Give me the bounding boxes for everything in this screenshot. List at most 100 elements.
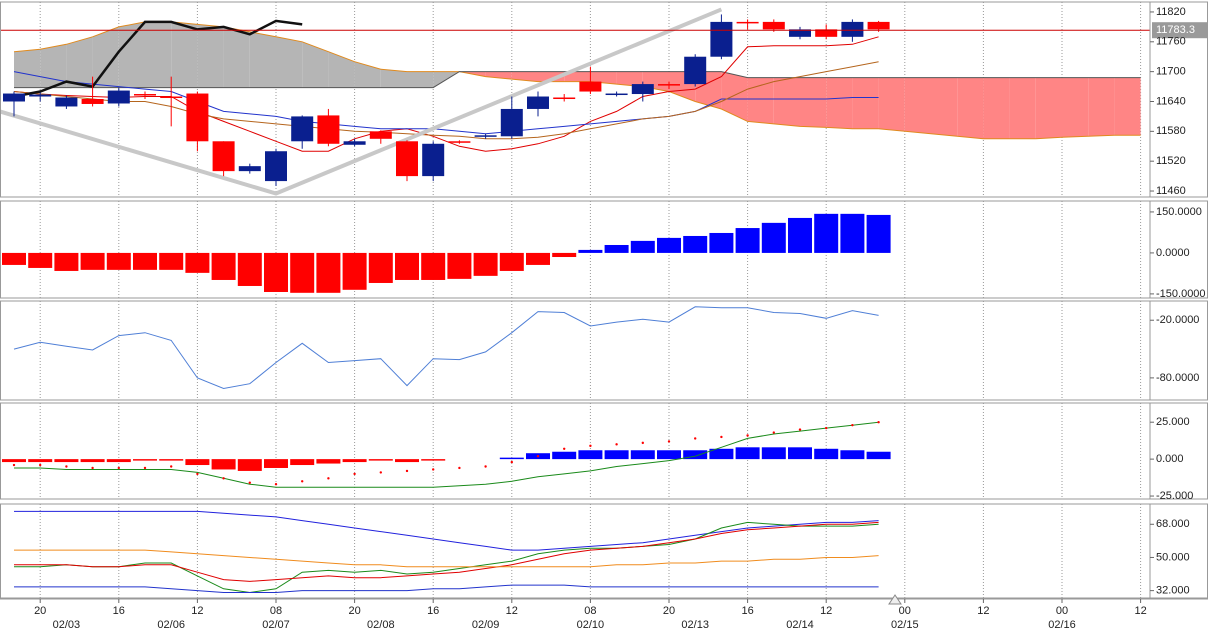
candle-body	[81, 99, 104, 104]
y-tick-label: 11580	[1156, 125, 1186, 137]
bar	[604, 450, 629, 460]
line	[14, 521, 879, 582]
dot	[720, 435, 723, 439]
candle-body	[238, 166, 261, 172]
bar	[761, 447, 786, 460]
y-tick-label: 11700	[1156, 66, 1186, 78]
dot	[274, 483, 278, 486]
bar	[54, 252, 79, 271]
dot	[458, 466, 461, 470]
bar	[578, 249, 603, 253]
bar	[630, 240, 655, 253]
candle-body	[631, 84, 654, 95]
bar	[499, 457, 524, 460]
bar	[133, 252, 157, 270]
bar	[316, 459, 341, 464]
bar	[54, 459, 79, 463]
cloud	[380, 69, 407, 88]
bar	[421, 252, 446, 280]
dot	[641, 441, 644, 445]
bar	[28, 459, 53, 463]
y-tick-label: 11520	[1156, 155, 1186, 167]
candle-body	[343, 141, 366, 145]
candle-body	[658, 84, 680, 86]
cloud	[302, 41, 329, 88]
cloud	[616, 71, 643, 87]
y-tick-label: 11460	[1156, 185, 1186, 197]
bar	[237, 252, 262, 286]
date-label: 02/15	[891, 619, 919, 631]
dot	[91, 466, 94, 470]
candle-body	[186, 93, 209, 142]
x-tick-label: 20	[348, 605, 360, 617]
cloud	[40, 44, 67, 88]
dot	[143, 466, 147, 470]
x-tick-label: 16	[741, 605, 753, 617]
bar	[788, 447, 812, 460]
y-tick-label: 11820	[1156, 6, 1186, 18]
bar	[735, 447, 760, 460]
candle-body	[448, 141, 471, 143]
cloud	[171, 21, 198, 88]
bar	[840, 213, 865, 253]
cloud	[118, 21, 145, 88]
bar	[578, 450, 603, 460]
x-tick-label: 16	[427, 605, 439, 617]
x-tick-label: 20	[663, 605, 675, 617]
bar	[526, 252, 550, 265]
cloud	[14, 49, 41, 88]
candle-body	[317, 115, 340, 144]
date-label: 02/07	[262, 619, 290, 631]
dot	[589, 444, 592, 448]
cloud	[852, 77, 879, 129]
bar	[709, 448, 734, 460]
bar	[683, 235, 708, 253]
bar	[814, 448, 839, 460]
x-tick-label: 12	[191, 605, 203, 617]
candle-body	[553, 97, 576, 100]
dot	[65, 465, 68, 468]
date-label: 02/14	[786, 619, 814, 631]
bar	[866, 451, 891, 460]
y-tick-label: 150.0000	[1156, 206, 1202, 218]
y-tick-label: -80.0000	[1156, 372, 1199, 384]
dot	[825, 426, 828, 430]
x-tick-label: 20	[34, 605, 46, 617]
bar	[2, 252, 26, 265]
dot	[170, 465, 173, 468]
bar	[185, 252, 210, 273]
bar	[133, 459, 157, 461]
line	[14, 521, 879, 594]
cloud	[354, 61, 381, 88]
indicator-line	[13, 36, 879, 152]
candle-body	[107, 90, 130, 104]
cloud	[983, 77, 1010, 139]
y-tick-label: 0.000	[1156, 453, 1184, 465]
candle-body	[265, 151, 287, 182]
panel-frame	[0, 503, 1208, 599]
cloud	[407, 71, 434, 88]
candle-body	[736, 21, 759, 24]
candle-body	[369, 131, 392, 139]
y-tick-label: 11640	[1156, 95, 1186, 107]
dot	[222, 477, 225, 480]
bar	[185, 459, 210, 466]
bar	[473, 252, 498, 276]
cloud	[957, 77, 984, 139]
last-price-label: 11783.3	[1156, 24, 1195, 36]
candle-body	[841, 21, 864, 37]
indicator-line	[13, 61, 879, 140]
cloud	[145, 21, 172, 88]
dot	[301, 480, 304, 483]
cloud	[511, 71, 538, 82]
x-tick-label: 08	[270, 605, 282, 617]
candle-body	[684, 56, 707, 85]
candle-body	[160, 96, 183, 99]
span-b-line	[14, 71, 1141, 89]
bar	[552, 451, 577, 460]
cloud	[197, 24, 224, 88]
cloud	[92, 26, 119, 88]
x-tick-label: 12	[506, 605, 518, 617]
bar	[342, 252, 367, 290]
